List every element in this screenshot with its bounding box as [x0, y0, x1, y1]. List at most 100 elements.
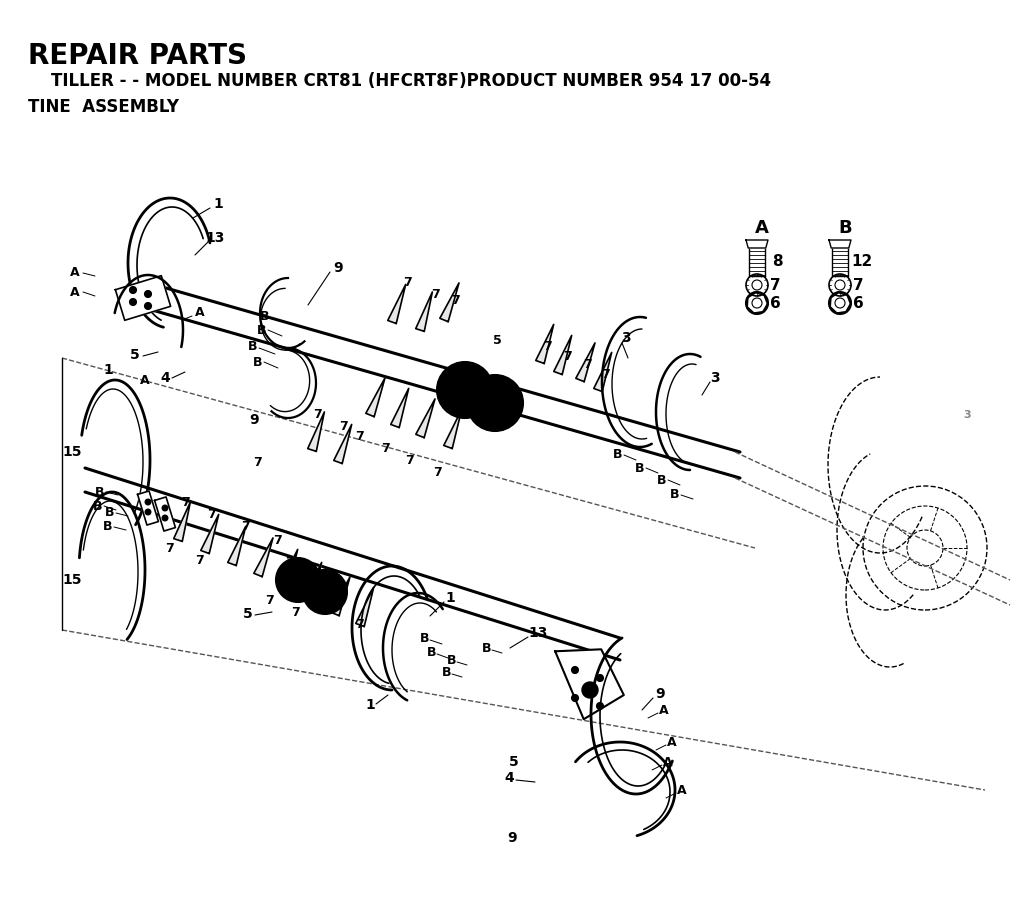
Circle shape	[288, 563, 293, 569]
Text: B: B	[839, 219, 852, 237]
Text: 7: 7	[770, 278, 780, 292]
Polygon shape	[388, 284, 406, 323]
Polygon shape	[366, 378, 385, 417]
Text: TINE  ASSEMBLY: TINE ASSEMBLY	[28, 98, 179, 116]
Text: B: B	[257, 323, 266, 336]
Circle shape	[482, 387, 488, 393]
Text: 5: 5	[130, 348, 140, 362]
Text: A: A	[196, 307, 205, 320]
Text: 7: 7	[853, 278, 863, 292]
Text: B: B	[260, 310, 269, 322]
Circle shape	[129, 287, 136, 293]
Text: 3: 3	[711, 371, 720, 385]
Polygon shape	[440, 283, 459, 322]
Circle shape	[144, 302, 152, 310]
Text: B: B	[442, 666, 452, 679]
Text: 13: 13	[206, 231, 224, 245]
Circle shape	[144, 290, 152, 298]
Text: 7: 7	[208, 508, 216, 521]
Polygon shape	[227, 527, 246, 565]
Text: 7: 7	[254, 455, 262, 468]
Circle shape	[303, 563, 308, 569]
Text: 7: 7	[403, 276, 413, 289]
Circle shape	[129, 299, 136, 306]
Circle shape	[331, 575, 336, 581]
Text: 1: 1	[445, 591, 455, 605]
Text: 7: 7	[273, 533, 283, 547]
Circle shape	[303, 570, 347, 614]
Circle shape	[472, 404, 478, 410]
Circle shape	[472, 400, 478, 406]
Circle shape	[482, 418, 488, 423]
Text: A: A	[140, 374, 150, 387]
Text: B: B	[613, 449, 623, 462]
Circle shape	[472, 370, 478, 376]
Text: 1: 1	[213, 197, 223, 211]
Circle shape	[597, 674, 603, 682]
Text: 7: 7	[451, 293, 460, 307]
Text: 7: 7	[340, 420, 348, 433]
Text: 4: 4	[160, 371, 170, 385]
Text: 1: 1	[366, 698, 375, 712]
Text: 15: 15	[62, 573, 82, 587]
Polygon shape	[308, 412, 325, 452]
Text: B: B	[657, 474, 667, 486]
Text: B: B	[420, 631, 430, 645]
Polygon shape	[555, 649, 624, 719]
Text: 8: 8	[772, 255, 782, 269]
Circle shape	[452, 404, 458, 410]
Polygon shape	[594, 353, 611, 391]
Text: 7: 7	[355, 618, 365, 631]
Text: 9: 9	[655, 687, 665, 701]
Text: B: B	[105, 507, 115, 519]
Polygon shape	[416, 398, 435, 438]
Circle shape	[280, 577, 285, 583]
Text: B: B	[103, 520, 113, 533]
Text: 4: 4	[504, 771, 514, 785]
Text: 7: 7	[196, 553, 205, 566]
Circle shape	[339, 590, 343, 594]
Polygon shape	[443, 409, 462, 449]
Polygon shape	[334, 424, 351, 463]
Text: 15: 15	[62, 445, 82, 459]
Polygon shape	[137, 491, 159, 525]
Circle shape	[442, 387, 449, 393]
Polygon shape	[554, 335, 571, 375]
Text: 7: 7	[602, 368, 610, 381]
Text: 5: 5	[243, 607, 253, 621]
Text: 5: 5	[493, 333, 502, 346]
Polygon shape	[536, 324, 554, 364]
Circle shape	[571, 694, 579, 702]
Text: B: B	[447, 653, 457, 667]
Circle shape	[582, 682, 598, 698]
Polygon shape	[174, 502, 190, 541]
Text: 6: 6	[853, 296, 863, 311]
Text: 7: 7	[406, 453, 415, 466]
Circle shape	[482, 383, 488, 388]
Circle shape	[306, 590, 311, 594]
Circle shape	[502, 383, 508, 388]
Text: 7: 7	[355, 431, 365, 443]
Polygon shape	[829, 240, 851, 248]
Circle shape	[314, 575, 319, 581]
Circle shape	[512, 400, 518, 406]
Text: 7: 7	[433, 465, 442, 478]
Text: A: A	[664, 756, 673, 769]
Text: 7: 7	[544, 340, 552, 353]
Circle shape	[331, 604, 336, 608]
Text: A: A	[71, 267, 80, 279]
Text: B: B	[671, 488, 680, 501]
Text: 5: 5	[509, 755, 519, 769]
Text: A: A	[659, 703, 669, 716]
Text: 7: 7	[291, 605, 299, 618]
Text: 6: 6	[770, 296, 780, 311]
Polygon shape	[355, 587, 374, 627]
Text: 7: 7	[241, 520, 250, 533]
Text: 7: 7	[180, 496, 189, 509]
Polygon shape	[280, 550, 298, 589]
Text: A: A	[668, 736, 677, 748]
Circle shape	[467, 375, 523, 431]
Text: B: B	[253, 355, 263, 368]
Polygon shape	[391, 388, 409, 428]
Circle shape	[145, 509, 151, 515]
